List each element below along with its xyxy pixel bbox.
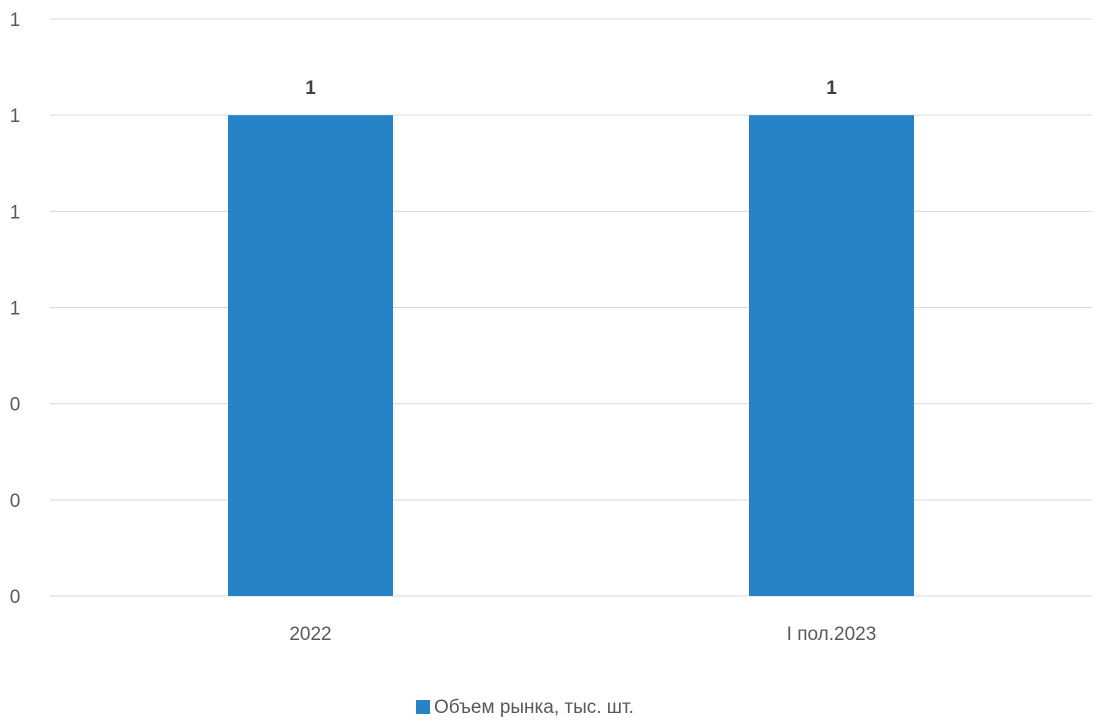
bar <box>749 115 914 597</box>
legend-swatch <box>416 700 430 714</box>
bars <box>228 115 914 597</box>
y-tick-label: 0 <box>10 491 21 512</box>
data-label: 1 <box>305 78 316 99</box>
data-label: 1 <box>826 78 837 99</box>
x-tick-label: 2022 <box>289 624 331 645</box>
y-tick-label: 0 <box>10 587 21 608</box>
bar <box>228 115 393 597</box>
y-tick-label: 1 <box>10 106 21 127</box>
legend: Объем рынка, тыс. шт. <box>416 697 634 718</box>
x-axis-tick-labels: 2022 I пол.2023 <box>289 624 876 645</box>
legend-label: Объем рынка, тыс. шт. <box>434 697 634 718</box>
y-tick-label: 1 <box>10 10 21 31</box>
y-axis-tick-labels: 0 0 0 1 1 1 1 <box>10 10 21 608</box>
gridlines <box>50 18 1092 597</box>
y-tick-label: 1 <box>10 299 21 320</box>
y-tick-label: 1 <box>10 202 21 223</box>
x-tick-label: I пол.2023 <box>787 624 877 645</box>
y-tick-label: 0 <box>10 395 21 416</box>
